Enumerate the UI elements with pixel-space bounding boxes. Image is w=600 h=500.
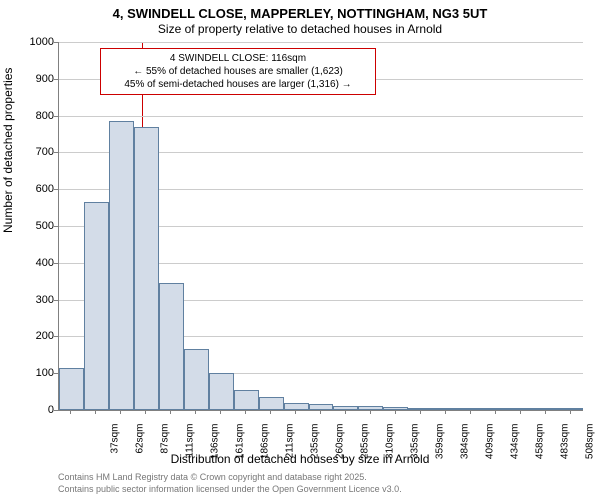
histogram-bar	[234, 390, 259, 410]
x-tick-label: 260sqm	[335, 424, 346, 464]
x-tick-mark	[395, 410, 396, 414]
x-tick-label: 235sqm	[310, 424, 321, 464]
x-tick-mark	[370, 410, 371, 414]
plot-area	[58, 42, 583, 411]
y-tick-mark	[54, 263, 58, 264]
histogram-bar	[284, 403, 309, 410]
y-tick-mark	[54, 116, 58, 117]
histogram-bar	[408, 408, 433, 410]
histogram-bar	[508, 408, 533, 410]
x-tick-mark	[145, 410, 146, 414]
histogram-bar	[134, 127, 159, 410]
x-tick-mark	[245, 410, 246, 414]
x-tick-mark	[570, 410, 571, 414]
y-tick-label: 0	[14, 404, 54, 416]
histogram-bar	[84, 202, 109, 410]
chart-title-main: 4, SWINDELL CLOSE, MAPPERLEY, NOTTINGHAM…	[0, 6, 600, 21]
chart-title-sub: Size of property relative to detached ho…	[0, 22, 600, 36]
x-tick-mark	[495, 410, 496, 414]
y-tick-mark	[54, 79, 58, 80]
x-tick-label: 161sqm	[235, 424, 246, 464]
x-tick-label: 335sqm	[409, 424, 420, 464]
x-tick-label: 211sqm	[285, 424, 296, 464]
x-tick-mark	[320, 410, 321, 414]
x-tick-label: 136sqm	[210, 424, 221, 464]
histogram-bar	[184, 349, 209, 410]
y-tick-mark	[54, 42, 58, 43]
y-tick-label: 400	[14, 257, 54, 269]
x-tick-label: 384sqm	[459, 424, 470, 464]
footer-line-1: Contains HM Land Registry data © Crown c…	[58, 472, 367, 482]
histogram-bar	[558, 408, 583, 410]
x-tick-mark	[70, 410, 71, 414]
histogram-bar	[109, 121, 134, 410]
y-tick-label: 1000	[14, 36, 54, 48]
histogram-bar	[458, 408, 483, 410]
x-tick-label: 285sqm	[360, 424, 371, 464]
histogram-bar	[383, 407, 408, 410]
x-tick-label: 434sqm	[509, 424, 520, 464]
x-tick-label: 37sqm	[110, 424, 121, 464]
histogram-bar	[59, 368, 84, 410]
y-tick-label: 600	[14, 183, 54, 195]
y-axis-label: Number of detached properties	[1, 68, 15, 233]
x-tick-label: 62sqm	[135, 424, 146, 464]
footer-line-2: Contains public sector information licen…	[58, 484, 402, 494]
histogram-bar	[159, 283, 184, 410]
gridline	[59, 116, 583, 117]
x-tick-label: 186sqm	[260, 424, 271, 464]
y-tick-mark	[54, 410, 58, 411]
x-tick-mark	[545, 410, 546, 414]
histogram-bar	[433, 408, 458, 410]
chart-container: 4, SWINDELL CLOSE, MAPPERLEY, NOTTINGHAM…	[0, 0, 600, 500]
y-tick-mark	[54, 336, 58, 337]
x-tick-mark	[270, 410, 271, 414]
x-tick-mark	[120, 410, 121, 414]
x-tick-mark	[345, 410, 346, 414]
annotation-box: 4 SWINDELL CLOSE: 116sqm ← 55% of detach…	[100, 48, 376, 95]
x-tick-label: 310sqm	[384, 424, 395, 464]
x-tick-label: 409sqm	[484, 424, 495, 464]
x-tick-mark	[445, 410, 446, 414]
x-tick-mark	[220, 410, 221, 414]
x-tick-mark	[420, 410, 421, 414]
y-tick-label: 100	[14, 367, 54, 379]
y-tick-label: 500	[14, 220, 54, 232]
y-tick-label: 300	[14, 294, 54, 306]
y-tick-label: 800	[14, 110, 54, 122]
x-tick-label: 508sqm	[584, 424, 595, 464]
y-tick-mark	[54, 152, 58, 153]
x-tick-label: 87sqm	[160, 424, 171, 464]
annotation-line-3: 45% of semi-detached houses are larger (…	[107, 78, 369, 91]
x-tick-mark	[470, 410, 471, 414]
x-tick-mark	[95, 410, 96, 414]
y-tick-mark	[54, 226, 58, 227]
x-tick-mark	[520, 410, 521, 414]
histogram-bar	[209, 373, 234, 410]
x-tick-label: 359sqm	[434, 424, 445, 464]
x-tick-mark	[195, 410, 196, 414]
x-tick-label: 111sqm	[185, 424, 196, 464]
histogram-bar	[483, 408, 508, 410]
x-tick-mark	[170, 410, 171, 414]
y-tick-label: 700	[14, 146, 54, 158]
gridline	[59, 42, 583, 43]
y-tick-mark	[54, 189, 58, 190]
x-tick-mark	[295, 410, 296, 414]
y-tick-mark	[54, 300, 58, 301]
histogram-bar	[533, 408, 558, 410]
y-tick-label: 900	[14, 73, 54, 85]
x-tick-label: 458sqm	[534, 424, 545, 464]
y-tick-label: 200	[14, 330, 54, 342]
y-tick-mark	[54, 373, 58, 374]
x-tick-label: 483sqm	[559, 424, 570, 464]
histogram-bar	[358, 406, 383, 410]
annotation-line-1: 4 SWINDELL CLOSE: 116sqm	[107, 52, 369, 65]
histogram-bar	[333, 406, 358, 410]
annotation-line-2: ← 55% of detached houses are smaller (1,…	[107, 65, 369, 78]
histogram-bar	[259, 397, 284, 410]
